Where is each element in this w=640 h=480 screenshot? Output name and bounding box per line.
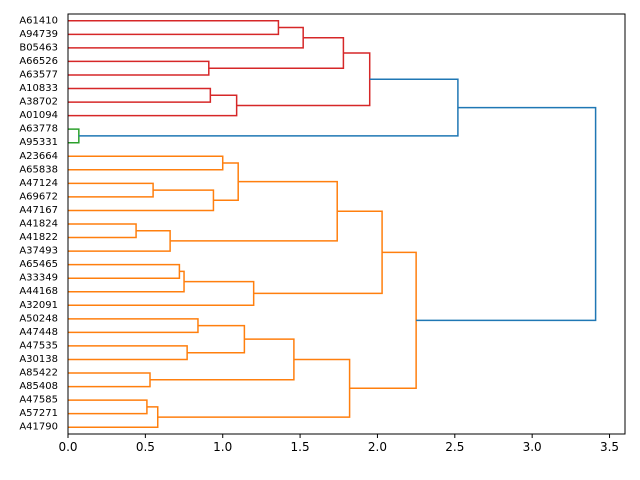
dendrogram-links — [68, 20, 597, 428]
leaf-label: A33349 — [19, 273, 58, 284]
link-m30 — [416, 106, 597, 322]
leaf-label: A37493 — [19, 246, 58, 257]
leaf-label: A50248 — [19, 313, 58, 324]
x-tick-label: 2.0 — [368, 440, 387, 454]
leaf-label: A85422 — [19, 368, 58, 379]
link-m6 — [68, 94, 238, 117]
leaf-label: A38702 — [19, 97, 58, 108]
leaf-label: A44168 — [19, 286, 58, 297]
leaf-label: A65465 — [19, 259, 58, 270]
link-m26 — [68, 399, 148, 415]
link-m11 — [68, 182, 154, 198]
leaf-label: A95331 — [19, 137, 58, 148]
link-m1 — [68, 20, 280, 36]
x-axis: 0.0 0.5 1.0 1.5 2.0 2.5 3.0 3.5 — [58, 434, 619, 454]
leaf-label: A47535 — [19, 340, 58, 351]
leaf-label: A47167 — [19, 205, 58, 216]
leaf-label: A57271 — [19, 408, 58, 419]
x-tick-label: 1.0 — [213, 440, 232, 454]
x-tick-label: 2.5 — [445, 440, 464, 454]
x-tick-label: 1.5 — [291, 440, 310, 454]
plot-frame — [67, 13, 626, 435]
leaf-label: A01094 — [19, 110, 58, 121]
link-m10 — [68, 155, 224, 171]
leaf-label: A47585 — [19, 395, 58, 406]
link-m3 — [68, 60, 210, 76]
link-m20 — [253, 210, 383, 295]
leaf-label: A47448 — [19, 327, 58, 338]
leaf-label: A47124 — [19, 178, 58, 189]
leaf-label: A65838 — [19, 164, 58, 175]
leaf-labels: A61410 A94739 B05463 A66526 A63577 A10833 A387… — [19, 15, 58, 432]
link-m28 — [157, 358, 351, 418]
leaf-label: A41790 — [19, 422, 58, 433]
leaf-label: A23664 — [19, 151, 58, 162]
leaf-label: B05463 — [19, 42, 58, 53]
leaf-label: A30138 — [19, 354, 58, 365]
x-tick-label: 3.0 — [523, 440, 542, 454]
leaf-label: A85408 — [19, 381, 58, 392]
link-m22 — [68, 345, 188, 361]
x-tick-label: 0.5 — [136, 440, 155, 454]
link-m7 — [236, 52, 371, 107]
leaf-label: A69672 — [19, 191, 58, 202]
link-m23 — [187, 324, 246, 354]
link-m13 — [213, 162, 239, 202]
x-tick-label: 3.5 — [600, 440, 619, 454]
leaf-label: A41822 — [19, 232, 58, 243]
x-tick-label: 0.0 — [58, 440, 77, 454]
leaf-label: A94739 — [19, 29, 58, 40]
link-m25 — [150, 338, 295, 381]
leaf-label: A66526 — [19, 56, 58, 67]
leaf-label: A10833 — [19, 83, 58, 94]
leaf-label: A32091 — [19, 300, 58, 311]
leaf-label: A63778 — [19, 124, 58, 135]
link-m5 — [68, 87, 212, 103]
leaf-label: A63577 — [19, 69, 58, 80]
leaf-label: A61410 — [19, 15, 58, 26]
leaf-label: A41824 — [19, 219, 58, 230]
